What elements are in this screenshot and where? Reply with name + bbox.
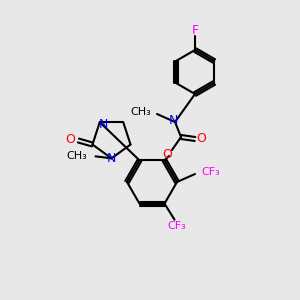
Text: N: N (99, 118, 108, 131)
Text: CH₃: CH₃ (130, 107, 151, 117)
Text: N: N (107, 152, 116, 165)
Text: O: O (196, 133, 206, 146)
Text: CF₃: CF₃ (201, 167, 220, 177)
Text: N: N (168, 113, 178, 127)
Text: CH₃: CH₃ (67, 151, 88, 161)
Text: O: O (65, 133, 75, 146)
Text: F: F (191, 23, 199, 37)
Text: CF₃: CF₃ (167, 221, 186, 231)
Text: O: O (162, 148, 172, 160)
